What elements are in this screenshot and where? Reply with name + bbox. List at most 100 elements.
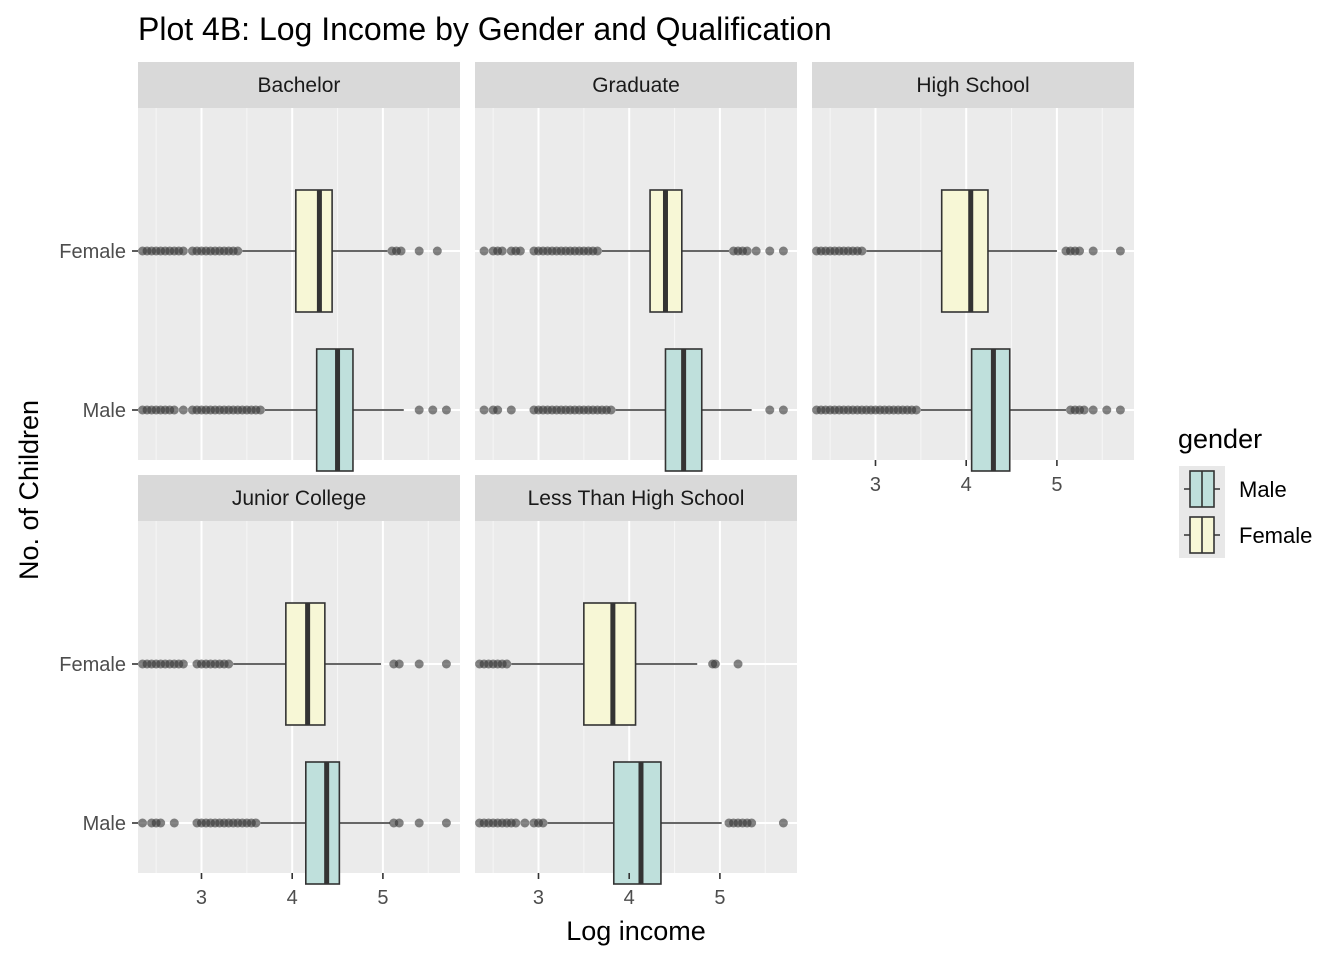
outlier-point bbox=[1088, 246, 1098, 256]
outlier-point bbox=[224, 659, 234, 669]
outlier-point bbox=[778, 246, 788, 256]
outlier-point bbox=[441, 659, 451, 669]
box-body bbox=[305, 761, 341, 885]
legend-keys: Male Female bbox=[1179, 466, 1312, 558]
box-bachelor-female bbox=[138, 189, 442, 313]
x-axis-layer: 3 4 5 3 4 5 3 4 5 bbox=[196, 460, 1062, 909]
strip-label-high-school: High School bbox=[916, 74, 1029, 97]
outlier-point bbox=[765, 405, 775, 415]
outlier-point bbox=[592, 246, 602, 256]
outlier-point bbox=[733, 659, 743, 669]
outlier-point bbox=[432, 246, 442, 256]
box-less-than-high-school-female bbox=[475, 602, 743, 726]
outlier-point bbox=[414, 818, 424, 828]
panel-high-school: High School bbox=[812, 62, 1134, 472]
outlier-point bbox=[233, 246, 243, 256]
strip-junior-college bbox=[138, 475, 460, 521]
outlier-point bbox=[138, 818, 148, 828]
panels-layer: Bachelor Graduate High School Junior Colleg… bbox=[138, 62, 1134, 885]
box-body bbox=[940, 189, 989, 313]
strip-less-than-high-school bbox=[475, 475, 797, 521]
outlier-point bbox=[251, 818, 261, 828]
y-tick-label-male: Male bbox=[83, 400, 126, 422]
x-tick-label: 4 bbox=[624, 887, 635, 909]
outlier-point bbox=[493, 405, 503, 415]
outlier-point bbox=[414, 405, 424, 415]
y-tick-label-female: Female bbox=[59, 241, 126, 263]
x-tick-label: 4 bbox=[961, 474, 972, 496]
box-junior-college-male bbox=[138, 761, 451, 885]
outlier-point bbox=[169, 405, 179, 415]
outlier-point bbox=[606, 405, 616, 415]
outlier-point bbox=[394, 659, 404, 669]
outlier-point bbox=[156, 818, 166, 828]
outlier-point bbox=[710, 659, 720, 669]
outlier-point bbox=[538, 818, 548, 828]
box-high-school-male bbox=[812, 348, 1125, 472]
outlier-point bbox=[178, 246, 188, 256]
outlier-point bbox=[1102, 405, 1112, 415]
legend-label-female: Female bbox=[1239, 523, 1312, 548]
panel-bachelor: Bachelor bbox=[138, 62, 460, 472]
strip-graduate bbox=[475, 62, 797, 108]
legend-label-male: Male bbox=[1239, 477, 1287, 502]
y-tick-label-female: Female bbox=[59, 654, 126, 676]
outlier-point bbox=[479, 405, 489, 415]
outlier-point bbox=[765, 246, 775, 256]
x-tick-label: 3 bbox=[870, 474, 881, 496]
outlier-point bbox=[911, 405, 921, 415]
x-tick-label: 3 bbox=[196, 887, 207, 909]
box-junior-college-female bbox=[138, 602, 451, 726]
outlier-point bbox=[394, 818, 404, 828]
x-tick-label: 5 bbox=[714, 887, 725, 909]
outlier-point bbox=[396, 246, 406, 256]
strip-label-less-than-high-school: Less Than High School bbox=[528, 487, 745, 510]
outlier-point bbox=[1075, 246, 1085, 256]
outlier-point bbox=[751, 246, 761, 256]
outlier-point bbox=[1115, 246, 1125, 256]
box-body bbox=[970, 348, 1011, 472]
chart-title: Plot 4B: Log Income by Gender and Qualif… bbox=[138, 11, 832, 47]
strip-label-bachelor: Bachelor bbox=[258, 74, 341, 97]
outlier-point bbox=[506, 405, 516, 415]
legend-title: gender bbox=[1178, 424, 1262, 454]
outlier-point bbox=[1079, 405, 1089, 415]
legend: gender Male Female bbox=[1178, 424, 1312, 558]
box-body bbox=[612, 761, 662, 885]
outlier-point bbox=[857, 246, 867, 256]
strip-label-junior-college: Junior College bbox=[232, 487, 366, 510]
outlier-point bbox=[428, 405, 438, 415]
panel-less-than-high-school: Less Than High School bbox=[475, 475, 797, 885]
outlier-point bbox=[255, 405, 265, 415]
strip-bachelor bbox=[138, 62, 460, 108]
y-tick-label-male: Male bbox=[83, 813, 126, 835]
outlier-point bbox=[479, 246, 489, 256]
x-tick-label: 5 bbox=[1051, 474, 1062, 496]
outlier-point bbox=[778, 405, 788, 415]
outlier-point bbox=[515, 246, 525, 256]
legend-key-female: Female bbox=[1179, 512, 1312, 558]
panel-junior-college: Junior College bbox=[138, 475, 460, 885]
outlier-point bbox=[1115, 405, 1125, 415]
box-body bbox=[315, 348, 354, 472]
box-body bbox=[295, 189, 333, 313]
outlier-point bbox=[778, 818, 788, 828]
x-tick-label: 4 bbox=[287, 887, 298, 909]
x-tick-label: 3 bbox=[533, 887, 544, 909]
outlier-point bbox=[178, 405, 188, 415]
outlier-point bbox=[742, 246, 752, 256]
outlier-point bbox=[502, 659, 512, 669]
box-graduate-female bbox=[479, 189, 788, 313]
y-axis-title: No. of Children bbox=[14, 400, 44, 580]
outlier-point bbox=[414, 246, 424, 256]
legend-key-male: Male bbox=[1179, 466, 1287, 512]
box-high-school-female bbox=[812, 189, 1125, 313]
panel-graduate: Graduate bbox=[475, 62, 797, 472]
outlier-point bbox=[520, 818, 530, 828]
box-graduate-male bbox=[479, 348, 788, 472]
outlier-point bbox=[497, 246, 507, 256]
outlier-point bbox=[441, 818, 451, 828]
outlier-point bbox=[169, 818, 179, 828]
outlier-point bbox=[441, 405, 451, 415]
